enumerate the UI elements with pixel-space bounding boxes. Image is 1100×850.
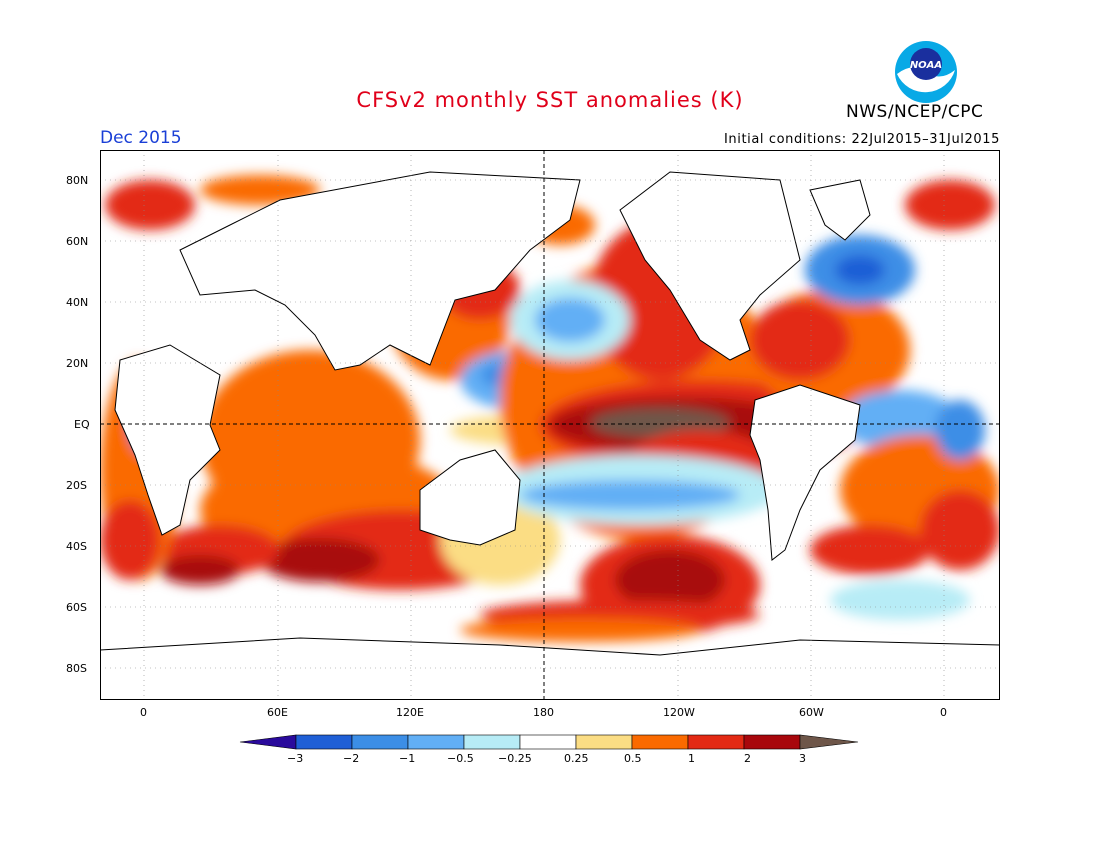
lon-label: 60W (799, 706, 824, 719)
chart-title: CFSv2 monthly SST anomalies (K) (356, 88, 744, 112)
south-america (749, 384, 861, 561)
colorbar-label: −0.5 (447, 752, 474, 765)
colorbar-label: 1 (688, 752, 695, 765)
colorbar-swatch (575, 734, 633, 750)
lat-label: 60S (66, 601, 87, 614)
forecast-month: Dec 2015 (100, 128, 182, 148)
lon-label: 0 (140, 706, 147, 719)
sst-anomaly-map (100, 150, 1000, 700)
lon-label: 120E (396, 706, 424, 719)
colorbar-label: −2 (343, 752, 360, 765)
lon-label: 120W (663, 706, 695, 719)
colorbar (239, 734, 859, 750)
lon-label: 60E (267, 706, 288, 719)
lon-label: 0 (940, 706, 947, 719)
colorbar-label: 2 (744, 752, 751, 765)
colorbar-swatch (631, 734, 689, 750)
lat-label: EQ (74, 418, 90, 431)
australia (419, 449, 521, 546)
lat-label: 80S (66, 662, 87, 675)
colorbar-swatch (463, 734, 521, 750)
colorbar-swatch (519, 734, 577, 750)
gridlines (100, 150, 1000, 700)
colorbar-swatch (743, 734, 801, 750)
colorbar-swatch (407, 734, 465, 750)
lat-label: 20N (66, 357, 89, 370)
lat-label: 40S (66, 540, 87, 553)
colorbar-label: 0.5 (624, 752, 642, 765)
lat-label: 20S (66, 479, 87, 492)
lon-label: 180 (533, 706, 554, 719)
org-label: NWS/NCEP/CPC (846, 102, 984, 122)
eurasia (179, 171, 581, 371)
colorbar-label: 0.25 (564, 752, 589, 765)
greenland (809, 179, 871, 241)
antarctica (100, 637, 1000, 700)
colorbar-label: −1 (399, 752, 416, 765)
colorbar-swatch (687, 734, 745, 750)
land-masses (100, 171, 1000, 700)
colorbar-high-arrow (799, 734, 859, 750)
lat-label: 40N (66, 296, 89, 309)
lat-label: 60N (66, 235, 89, 248)
noaa-logo: NOAA (895, 41, 957, 103)
africa (114, 344, 221, 536)
colorbar-label: −3 (287, 752, 304, 765)
anomaly-field (100, 175, 1000, 642)
initial-conditions: Initial conditions: 22Jul2015–31Jul2015 (723, 132, 1000, 147)
colorbar-swatch (295, 734, 353, 750)
logo-text: NOAA (910, 60, 942, 71)
lat-label: 80N (66, 174, 89, 187)
colorbar-label: 3 (799, 752, 806, 765)
colorbar-low-arrow (239, 734, 297, 750)
colorbar-swatch (351, 734, 409, 750)
colorbar-label: −0.25 (498, 752, 532, 765)
